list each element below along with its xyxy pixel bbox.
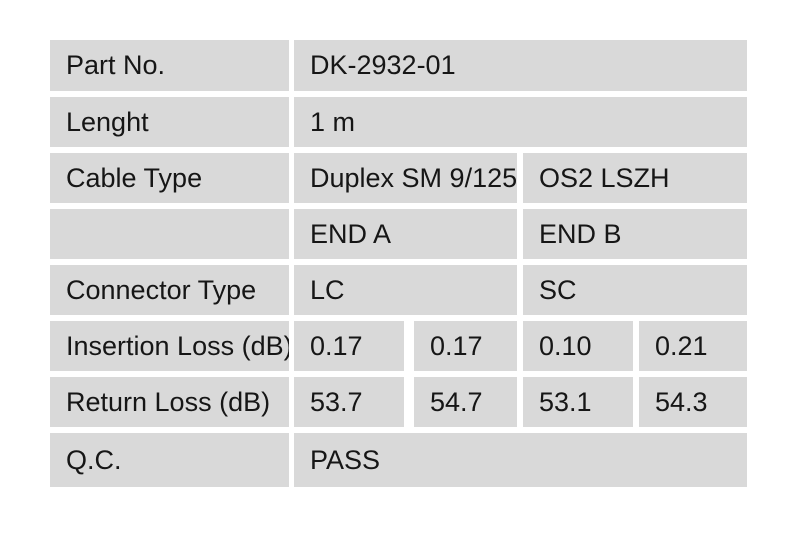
cell-return-loss-1: 53.7 [294, 377, 404, 427]
cell-end-b-header: END B [523, 209, 747, 259]
cell-insertion-loss-1: 0.17 [294, 321, 404, 371]
row-label-part-no: Part No. [50, 40, 289, 91]
cell-connector-end-a: LC [294, 265, 517, 315]
cell-connector-end-b: SC [523, 265, 747, 315]
cell-part-no-value: DK-2932-01 [294, 40, 747, 91]
row-label-length: Lenght [50, 97, 289, 147]
cell-return-loss-4: 54.3 [639, 377, 747, 427]
cell-length-value: 1 m [294, 97, 747, 147]
row-label-return-loss: Return Loss (dB) [50, 377, 289, 427]
cell-insertion-loss-3: 0.10 [523, 321, 633, 371]
row-label-connector-type: Connector Type [50, 265, 289, 315]
cell-insertion-loss-4: 0.21 [639, 321, 747, 371]
row-label-cable-type: Cable Type [50, 153, 289, 203]
row-label-qc: Q.C. [50, 433, 289, 487]
cell-end-a-header: END A [294, 209, 517, 259]
cell-cable-type-value-1: Duplex SM 9/125 [294, 153, 517, 203]
cell-qc-result: PASS [294, 433, 747, 487]
row-label-insertion-loss: Insertion Loss (dB) [50, 321, 289, 371]
cell-insertion-loss-2: 0.17 [414, 321, 517, 371]
cell-cable-type-value-2: OS2 LSZH [523, 153, 747, 203]
cell-return-loss-3: 53.1 [523, 377, 633, 427]
row-label-empty [50, 209, 289, 259]
cell-return-loss-2: 54.7 [414, 377, 517, 427]
spec-table: Part No. DK-2932-01 Lenght 1 m Cable Typ… [50, 40, 747, 487]
